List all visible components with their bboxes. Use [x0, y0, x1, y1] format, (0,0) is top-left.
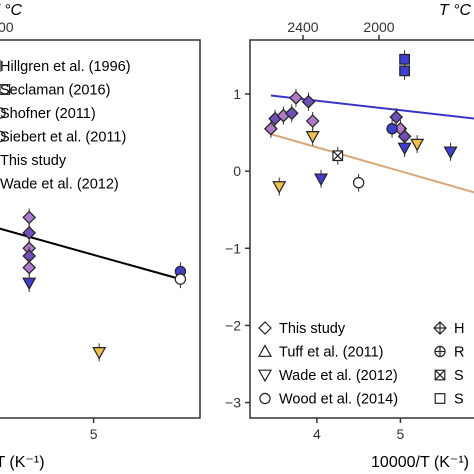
panel-1-legend-label: Wade et al. (2012) [0, 177, 119, 193]
panel-1-data-point [22, 260, 37, 275]
panel-2-data-point-x2 [332, 150, 343, 161]
panel-1-top-tick-label: 1600 [0, 19, 14, 35]
panel-2-legend-key [259, 392, 271, 405]
panel-2-legend-key [257, 369, 273, 383]
panel-2-data-point-shape [284, 106, 299, 121]
panel-2-data-point-shape [389, 110, 404, 124]
panel-1-legend-label: This study [0, 153, 67, 169]
panel-2-data-point [352, 177, 365, 189]
panel-2-top-tick-label: 2000 [363, 19, 394, 35]
panel-2-legend-key [433, 321, 447, 335]
panel-1-legend-label: Siebert et al. (2011) [0, 130, 126, 146]
panel-2-data-point [301, 94, 316, 109]
panel-1-x-tick-label: 5 [90, 426, 98, 442]
panel-2-data-point-shape [410, 138, 425, 152]
panel-2-legend-key [258, 321, 272, 335]
panel-2-legend-key-shape [257, 369, 273, 383]
panel-2-legend-key-shape [259, 392, 271, 405]
panel-1-legend-key [0, 130, 6, 143]
panel-1-legend-key-shape [0, 84, 11, 95]
panel-1-x-axis-title: T (K⁻¹) [0, 454, 45, 471]
panel-2-data-point [289, 91, 303, 105]
panel-2-top-axis-label: T °C [439, 2, 472, 19]
panel-2-legend-key [434, 393, 446, 404]
panel-2-legend-key [257, 344, 273, 357]
panel-2-data-point-shape [289, 91, 303, 105]
panel-2-legend-label: S [454, 368, 464, 384]
panel-1-frame [0, 39, 201, 419]
panel-2-y-tick-label: 0 [233, 163, 241, 179]
panel-2-data-point-shape [301, 94, 316, 109]
panel-1-data-point-shape [22, 260, 37, 275]
panel-2-legend-key-shape [258, 321, 272, 335]
panel-2-legend-label: Tuff et al. (2011) [279, 345, 384, 361]
panel-2-legend-key [434, 345, 446, 358]
panel-2-data-point-shape [397, 142, 412, 156]
panel-2-x-tick-label: 4 [313, 426, 321, 442]
panel-2-x-tick-label: 5 [397, 426, 405, 442]
panel-2-data-point [399, 53, 411, 65]
panel-1-data-point [22, 226, 37, 240]
panel-2-group: T °C 2400 2000 4 5 10000/T (K⁻¹) 1 0 −1 −2 −3 This … [225, 2, 474, 471]
panel-2-data-point [332, 150, 344, 162]
panel-2-y-tick-label: 1 [233, 86, 241, 102]
panel-2-data-point-shape [305, 131, 320, 144]
panel-1-data-point [22, 277, 37, 291]
panel-2-data-point [410, 138, 425, 152]
panel-1-legend-label: Shofner (2011) [0, 106, 96, 122]
panel-2-data-point [272, 181, 287, 194]
panel-1-legend-key [0, 84, 11, 95]
panel-1-top-axis-label: T °C [0, 2, 23, 19]
panel-1-legend-label: Seclaman (2016) [0, 83, 110, 99]
panel-1-data-point-shape [174, 273, 187, 285]
panel-1-data-point [22, 210, 37, 225]
panel-2-legend-label: Wade et al. (2012) [279, 368, 398, 384]
panel-1-fit-line [0, 227, 181, 281]
panel-2-data-point [284, 106, 299, 121]
panel-2-data-point [443, 146, 458, 160]
panel-2-legend-key-shape [434, 393, 446, 404]
panel-2-legend-label: Wood et al. (2014) [279, 392, 398, 408]
panel-2-data-point-shape [352, 177, 365, 189]
panel-2-y-tick-label: −1 [225, 240, 241, 256]
panel-1-data-point-shape [92, 347, 107, 360]
panel-1-legend-label: Hillgren et al. (1996) [0, 59, 131, 75]
panel-1-legend-key-shape [0, 130, 6, 143]
panel-2-y-tick-label: −2 [225, 317, 241, 333]
panel-2-data-point-shape [305, 114, 320, 128]
panel-2-data-point-shape [386, 123, 398, 135]
panel-2-data-point [305, 114, 320, 128]
panel-2-data-point-shape [314, 173, 329, 187]
panel-2-frame [249, 39, 474, 419]
panel-2-legend-label: This study [279, 321, 346, 337]
panel-2-x-axis-title: 10000/T (K⁻¹) [371, 454, 469, 471]
panel-2-data-point [397, 142, 412, 156]
panel-1-data-point-shape [22, 277, 37, 291]
panel-1-data-point [174, 273, 187, 285]
panel-2-legend-label: S [454, 392, 464, 408]
panel-1-legend-key-shape [0, 107, 6, 119]
panel-2-data-point-shape [443, 146, 458, 160]
panel-2-legend-key-x2 [434, 369, 446, 381]
panel-2-top-tick-label: 2400 [287, 19, 318, 35]
panel-2-legend-label: H [454, 321, 464, 337]
panel-1-data-point [92, 347, 107, 360]
panel-2-fit-line [270, 133, 474, 194]
panel-2-data-point [389, 110, 404, 124]
panel-2-data-point [386, 123, 398, 135]
panel-2-data-point-shape [399, 53, 411, 65]
panel-2-data-point [305, 131, 320, 144]
panel-2-y-tick-label: −3 [225, 395, 241, 411]
panel-1-data-point-shape [22, 226, 37, 240]
panel-2-legend-key-shape [257, 344, 273, 357]
panel-1-legend-key [0, 107, 6, 119]
panel-2-data-point [314, 173, 329, 187]
panel-2-legend-label: R [454, 345, 464, 361]
panel-2-legend-key [434, 369, 446, 381]
panel-1-group: T °C1600 5 T (K⁻¹) Hillgren et al. (1996) Se… [0, 2, 201, 471]
panel-2-data-point-shape [272, 181, 287, 194]
panel-1-data-point-shape [22, 210, 37, 225]
